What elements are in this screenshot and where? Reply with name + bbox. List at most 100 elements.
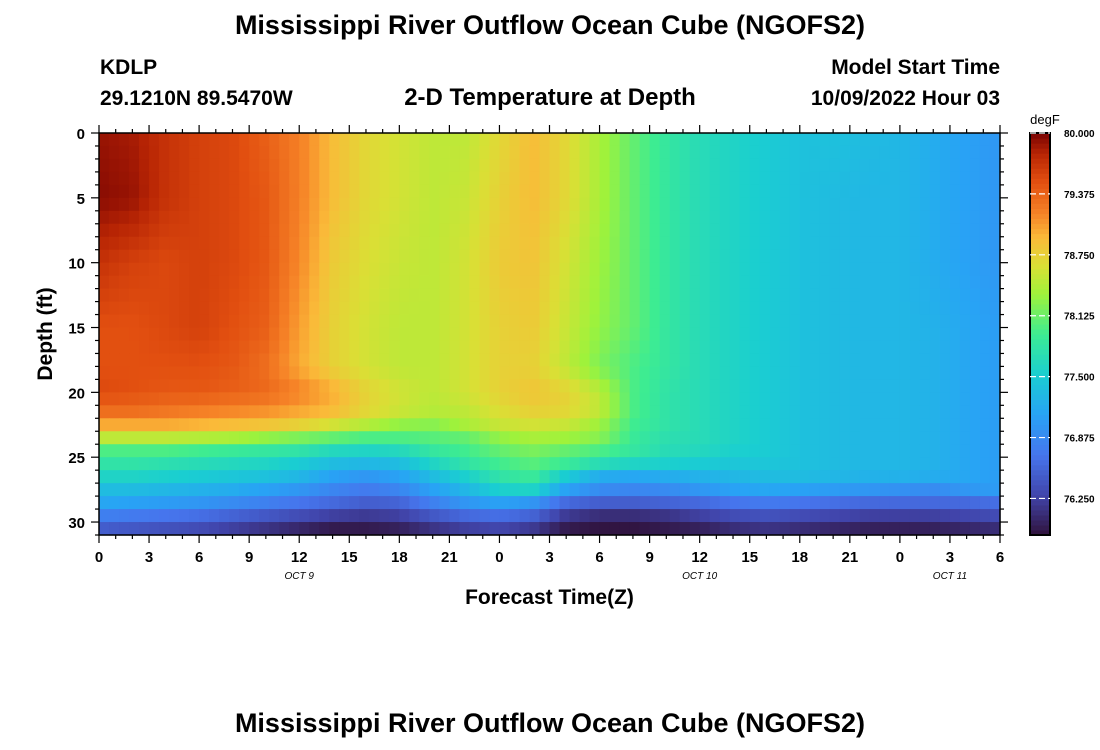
heatmap-cell — [809, 327, 821, 342]
heatmap-cell — [959, 184, 971, 199]
heatmap-cell — [979, 366, 991, 380]
heatmap-cell — [159, 457, 170, 471]
heatmap-cell — [839, 444, 851, 458]
heatmap-cell — [819, 483, 831, 497]
heatmap-cell — [639, 366, 651, 380]
heatmap-cell — [609, 340, 621, 355]
heatmap-cell — [519, 301, 531, 316]
heatmap-cell — [979, 171, 991, 186]
heatmap-cell — [809, 431, 821, 445]
heatmap-cell — [539, 184, 551, 199]
heatmap-cell — [739, 171, 751, 186]
heatmap-cell — [109, 171, 120, 186]
heatmap-cell — [739, 470, 751, 484]
heatmap-cell — [359, 314, 370, 329]
heatmap-cell — [529, 236, 541, 251]
heatmap-cell — [839, 483, 851, 497]
heatmap-cell — [909, 470, 921, 484]
heatmap-cell — [379, 210, 390, 225]
heatmap-cell — [489, 509, 501, 523]
heatmap-cell — [229, 522, 240, 536]
heatmap-cell — [319, 236, 330, 251]
heatmap-cell — [529, 288, 541, 303]
heatmap-cell — [669, 366, 681, 380]
heatmap-cell — [279, 171, 290, 186]
heatmap-cell — [439, 392, 450, 406]
heatmap-cell — [149, 262, 160, 277]
heatmap-cell — [559, 133, 571, 147]
heatmap-cell — [439, 314, 450, 329]
heatmap-cell — [399, 509, 410, 523]
heatmap-cell — [989, 405, 1001, 419]
heatmap-cell — [899, 470, 911, 484]
heatmap-cell — [249, 353, 260, 368]
heatmap-cell — [409, 366, 420, 380]
heatmap-cell — [549, 457, 561, 471]
heatmap-cell — [799, 340, 811, 355]
heatmap-cell — [429, 431, 440, 445]
heatmap-cell — [289, 275, 300, 290]
heatmap-cell — [969, 262, 981, 277]
heatmap-cell — [499, 314, 511, 329]
heatmap-cell — [289, 405, 300, 419]
heatmap-cell — [599, 288, 611, 303]
heatmap-cell — [499, 340, 511, 355]
heatmap-cell — [429, 496, 440, 510]
heatmap-cell — [309, 145, 320, 160]
heatmap-cell — [339, 379, 350, 393]
heatmap-cell — [449, 431, 460, 445]
heatmap-cell — [399, 223, 410, 238]
heatmap-cell — [709, 327, 721, 342]
heatmap-cell — [759, 379, 771, 393]
heatmap-cell — [539, 444, 551, 458]
heatmap-cell — [389, 249, 400, 264]
heatmap-cell — [779, 457, 791, 471]
heatmap-cell — [809, 158, 821, 173]
heatmap-cell — [249, 392, 260, 406]
heatmap-cell — [709, 431, 721, 445]
heatmap-cell — [199, 405, 210, 419]
heatmap-cell — [329, 509, 340, 523]
heatmap-cell — [639, 288, 651, 303]
heatmap-cell — [459, 509, 471, 523]
x-tick-label: 9 — [645, 549, 653, 566]
heatmap-cell — [419, 340, 430, 355]
heatmap-cell — [839, 340, 851, 355]
heatmap-cell — [749, 262, 761, 277]
heatmap-cell — [949, 340, 961, 355]
heatmap-cell — [739, 197, 751, 212]
heatmap-cell — [899, 249, 911, 264]
heatmap-cell — [399, 301, 410, 316]
heatmap-cell — [659, 405, 671, 419]
heatmap-cell — [349, 249, 360, 264]
heatmap-cell — [729, 327, 741, 342]
heatmap-cell — [939, 340, 951, 355]
heatmap-cell — [859, 496, 871, 510]
heatmap-cell — [259, 275, 270, 290]
heatmap-cell — [549, 431, 561, 445]
heatmap-cell — [359, 184, 370, 199]
heatmap-cell — [549, 314, 561, 329]
heatmap-cell — [619, 405, 631, 419]
heatmap-cell — [509, 314, 521, 329]
heatmap-cell — [969, 392, 981, 406]
heatmap-cell — [939, 288, 951, 303]
heatmap-cell — [529, 483, 541, 497]
heatmap-cell — [459, 444, 471, 458]
heatmap-cell — [559, 431, 571, 445]
heatmap-cell — [339, 314, 350, 329]
heatmap-cell — [619, 522, 631, 536]
heatmap-cell — [519, 353, 531, 368]
heatmap-cell — [469, 327, 481, 342]
heatmap-cell — [969, 133, 981, 147]
heatmap-cell — [349, 470, 360, 484]
heatmap-cell — [859, 158, 871, 173]
heatmap-cell — [709, 314, 721, 329]
heatmap-cell — [679, 184, 691, 199]
heatmap-cell — [359, 496, 370, 510]
heatmap-cell — [359, 509, 370, 523]
heatmap-cell — [879, 288, 891, 303]
heatmap-cell — [859, 223, 871, 238]
heatmap-cell — [949, 457, 961, 471]
heatmap-cell — [199, 223, 210, 238]
